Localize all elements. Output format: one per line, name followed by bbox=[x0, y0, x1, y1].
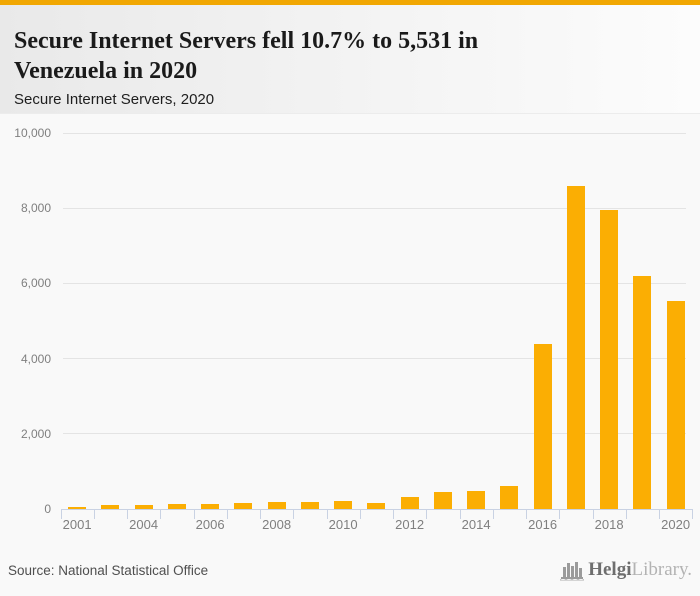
x-axis-tick-label: 2020 bbox=[661, 517, 691, 532]
x-axis-tick bbox=[625, 510, 627, 519]
x-axis-tick bbox=[127, 510, 128, 519]
bar-2006[interactable] bbox=[201, 504, 220, 509]
x-axis-tick-label: 2008 bbox=[262, 517, 292, 532]
y-axis-tick-label: 2,000 bbox=[20, 426, 51, 441]
y-axis-tick-label: 0 bbox=[44, 502, 51, 516]
x-axis-tick-label: 2010 bbox=[328, 517, 358, 532]
helgi-library-logo-icon bbox=[559, 558, 585, 582]
bar-2005[interactable] bbox=[167, 504, 186, 509]
bar-2009[interactable] bbox=[300, 502, 319, 509]
gridline-4,000 bbox=[63, 358, 686, 360]
x-axis-tick bbox=[526, 510, 527, 519]
gridline-8,000 bbox=[63, 207, 686, 209]
x-axis-tick bbox=[393, 510, 394, 519]
chart-subtitle: Secure Internet Servers, 2020 bbox=[14, 91, 215, 108]
gridline-2,000 bbox=[63, 433, 686, 435]
y-axis-tick-label: 4,000 bbox=[20, 351, 51, 366]
x-axis-tick bbox=[326, 510, 328, 519]
logo-text: HelgiLibrary. bbox=[588, 556, 692, 584]
page-title: Secure Internet Servers fell 10.7% to 5,… bbox=[14, 26, 478, 86]
bar-2003[interactable] bbox=[101, 505, 120, 509]
x-axis-tick-label: 2001 bbox=[62, 517, 92, 532]
x-axis-tick bbox=[559, 510, 561, 519]
y-axis-tick-label: 10,000 bbox=[14, 126, 51, 140]
gridline-10,000 bbox=[63, 132, 686, 134]
chart-header: Secure Internet Servers fell 10.7% to 5,… bbox=[0, 5, 700, 114]
bar-2015[interactable] bbox=[500, 486, 519, 509]
x-axis-tick bbox=[692, 510, 694, 519]
source-label: Source: National Statistical Office bbox=[8, 563, 209, 578]
x-axis-tick bbox=[459, 510, 461, 519]
x-axis-tick bbox=[426, 510, 428, 519]
accent-bar bbox=[0, 0, 700, 5]
bar-2010[interactable] bbox=[334, 501, 353, 509]
helgi-library-logo[interactable]: HelgiLibrary. bbox=[559, 556, 692, 584]
x-axis-tick bbox=[193, 510, 195, 519]
bar-2017[interactable] bbox=[566, 186, 585, 509]
x-axis-tick bbox=[359, 510, 361, 519]
x-axis-tick bbox=[226, 510, 228, 519]
bar-2016[interactable] bbox=[533, 344, 552, 509]
x-axis-tick bbox=[293, 510, 295, 519]
x-axis-tick bbox=[60, 510, 62, 519]
x-axis-tick-label: 2004 bbox=[129, 517, 159, 532]
bar-2007[interactable] bbox=[234, 503, 253, 509]
x-axis-tick bbox=[492, 510, 494, 519]
y-axis-tick-label: 6,000 bbox=[20, 276, 51, 291]
bar-2001[interactable] bbox=[68, 507, 87, 509]
bar-2008[interactable] bbox=[267, 502, 286, 509]
page-title-line1: Secure Internet Servers fell 10.7% to 5,… bbox=[14, 28, 479, 54]
bar-2012[interactable] bbox=[400, 497, 419, 509]
bar-2014[interactable] bbox=[467, 491, 486, 509]
page-title-line2: Venezuela in 2020 bbox=[14, 58, 198, 84]
bar-2020[interactable] bbox=[666, 301, 685, 509]
bar-2019[interactable] bbox=[633, 276, 652, 509]
x-axis-tick bbox=[659, 510, 660, 519]
x-axis-tick-label: 2012 bbox=[395, 517, 425, 532]
logo-text-library: Library. bbox=[631, 559, 693, 580]
x-axis-tick-label: 2014 bbox=[461, 517, 491, 532]
bar-2004[interactable] bbox=[134, 505, 153, 509]
x-axis-tick bbox=[260, 510, 261, 519]
gridline-6,000 bbox=[63, 282, 686, 284]
x-axis-tick bbox=[160, 510, 162, 519]
x-axis-line bbox=[60, 509, 694, 510]
bar-2018[interactable] bbox=[600, 210, 619, 509]
x-axis-tick bbox=[592, 510, 594, 519]
bar-2011[interactable] bbox=[367, 503, 386, 509]
x-axis-tick-label: 2016 bbox=[528, 517, 558, 532]
x-axis-tick-label: 2006 bbox=[195, 517, 225, 532]
logo-text-helgi: Helgi bbox=[588, 559, 632, 580]
x-axis-tick bbox=[93, 510, 95, 519]
bar-2013[interactable] bbox=[433, 492, 452, 509]
x-axis-tick-label: 2018 bbox=[594, 517, 624, 532]
y-axis-tick-label: 8,000 bbox=[20, 201, 51, 216]
